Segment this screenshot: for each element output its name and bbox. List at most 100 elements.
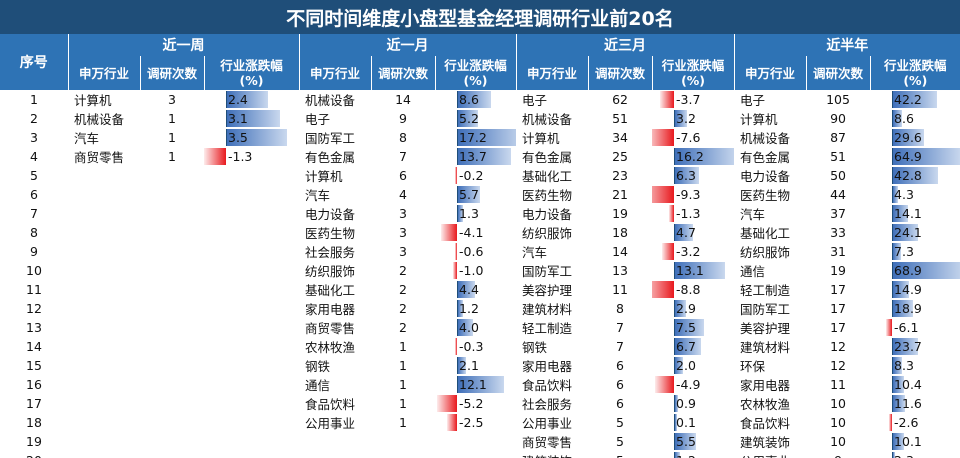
table-row: 4 商贸零售 1 -1.3 有色金属 7 13.7 有色金属 25 16.2 有色金属 51 64.9 — [0, 147, 960, 166]
research-count-week: 1 — [168, 130, 176, 145]
change-bar — [226, 110, 281, 127]
research-count-halfyear: 44 — [830, 187, 846, 202]
row-index: 16 — [26, 377, 42, 392]
research-count-quarter: 7 — [616, 320, 624, 335]
research-count-week — [140, 242, 204, 261]
industry-name-month: 社会服务 — [305, 245, 356, 260]
industry-name-halfyear: 公用事业 — [734, 451, 806, 458]
industry-name-week — [68, 223, 140, 242]
research-count-halfyear: 17 — [830, 282, 846, 297]
change-bar — [674, 110, 688, 127]
research-count-week — [140, 261, 204, 280]
change-cell-halfyear: 11.6 — [870, 394, 960, 413]
col-header-cnt-halfyear: 调研次数 — [805, 56, 871, 90]
industry-name-quarter: 公用事业 — [522, 416, 573, 431]
change-cell-month — [435, 451, 516, 458]
col-header-cnt-month: 调研次数 — [370, 56, 436, 90]
research-count-halfyear: 90 — [830, 111, 846, 126]
industry-name-quarter: 社会服务 — [522, 397, 573, 412]
industry-name-halfyear: 基础化工 — [740, 226, 791, 241]
change-cell-month: 8.6 — [435, 90, 516, 109]
industry-name-week — [68, 451, 140, 458]
change-value: 6.7 — [676, 339, 696, 354]
industry-name-month: 汽车 — [305, 188, 331, 203]
industry-name-quarter: 食品饮料 — [522, 378, 573, 393]
change-value: 17.2 — [459, 130, 487, 145]
research-count-week — [140, 394, 204, 413]
industry-name-week: 汽车 — [74, 131, 100, 146]
col-header-cnt-week: 调研次数 — [139, 56, 204, 90]
change-cell-week — [204, 413, 299, 432]
index-header: 序号 — [0, 34, 68, 90]
change-cell-quarter: 6.3 — [652, 166, 734, 185]
industry-name-halfyear: 有色金属 — [740, 150, 791, 165]
research-count-quarter: 11 — [612, 282, 628, 297]
change-cell-month: 4.4 — [435, 280, 516, 299]
industry-name-quarter: 有色金属 — [522, 150, 573, 165]
change-cell-quarter: -1.3 — [652, 204, 734, 223]
table-row: 15 钢铁 1 2.1 家用电器 6 2.0 环保 12 8.3 — [0, 356, 960, 375]
research-count-quarter: 62 — [612, 92, 628, 107]
industry-name-month: 有色金属 — [305, 150, 356, 165]
change-bar — [457, 91, 492, 108]
change-bar — [457, 281, 475, 298]
change-value: -6.1 — [894, 320, 919, 335]
change-bar — [885, 319, 893, 336]
change-bar — [669, 205, 675, 222]
change-cell-halfyear: 14.9 — [870, 280, 960, 299]
change-bar — [892, 205, 908, 222]
change-bar — [892, 91, 938, 108]
industry-name-quarter: 轻工制造 — [522, 321, 573, 336]
change-cell-halfyear: 68.9 — [870, 261, 960, 280]
change-cell-week — [204, 356, 299, 375]
research-count-halfyear: 87 — [830, 130, 846, 145]
change-value: 6.3 — [676, 168, 696, 183]
industry-name-quarter: 钢铁 — [522, 340, 548, 355]
change-bar — [892, 224, 919, 241]
research-count-quarter: 21 — [612, 187, 628, 202]
change-cell-month: 1.2 — [435, 299, 516, 318]
row-index: 6 — [30, 187, 38, 202]
change-bar — [652, 281, 675, 298]
change-bar — [455, 167, 458, 184]
industry-name-halfyear: 电子 — [740, 93, 766, 108]
industry-name-quarter: 美容护理 — [522, 283, 573, 298]
change-cell-month: 5.7 — [435, 185, 516, 204]
change-cell-week — [204, 318, 299, 337]
research-count-halfyear: 10 — [830, 434, 846, 449]
change-cell-halfyear: 10.4 — [870, 375, 960, 394]
change-bar — [674, 395, 679, 412]
research-count-halfyear: 37 — [830, 206, 846, 221]
row-index: 19 — [26, 434, 42, 449]
industry-name-month: 公用事业 — [305, 416, 356, 431]
change-value: 42.2 — [894, 92, 922, 107]
industry-name-quarter: 计算机 — [522, 131, 560, 146]
research-count-week — [140, 375, 204, 394]
research-count-quarter: 6 — [616, 358, 624, 373]
change-value: 8.6 — [459, 92, 479, 107]
change-cell-week: -1.3 — [204, 147, 299, 166]
industry-name-week — [68, 185, 140, 204]
table-row: 17 食品饮料 1 -5.2 社会服务 6 0.9 农林牧渔 10 11.6 — [0, 394, 960, 413]
industry-name-quarter: 纺织服饰 — [522, 226, 573, 241]
change-bar — [457, 357, 467, 374]
change-value: 1.3 — [459, 206, 479, 221]
industry-name-week: 机械设备 — [74, 112, 125, 127]
change-cell-month: -1.0 — [435, 261, 516, 280]
industry-name-quarter: 基础化工 — [522, 169, 573, 184]
change-cell-month: -2.5 — [435, 413, 516, 432]
change-value: 12.1 — [459, 377, 487, 392]
change-bar — [892, 262, 960, 279]
industry-name-halfyear: 建筑装饰 — [740, 435, 791, 450]
change-cell-week — [204, 166, 299, 185]
industry-name-halfyear: 汽车 — [740, 207, 766, 222]
col-header-ind-quarter: 申万行业 — [515, 56, 589, 90]
change-cell-halfyear: 4.3 — [870, 185, 960, 204]
industry-table: 序号 近一周 近一月 近三月 近半年 申万行业 调研次数 行业涨跌幅 (%) 申万行业… — [0, 34, 960, 458]
change-value: 4.4 — [459, 282, 479, 297]
industry-name-week — [68, 375, 140, 394]
industry-name-halfyear: 机械设备 — [740, 131, 791, 146]
change-cell-halfyear: 14.1 — [870, 204, 960, 223]
research-count-month: 3 — [399, 225, 407, 240]
research-count-week — [140, 204, 204, 223]
